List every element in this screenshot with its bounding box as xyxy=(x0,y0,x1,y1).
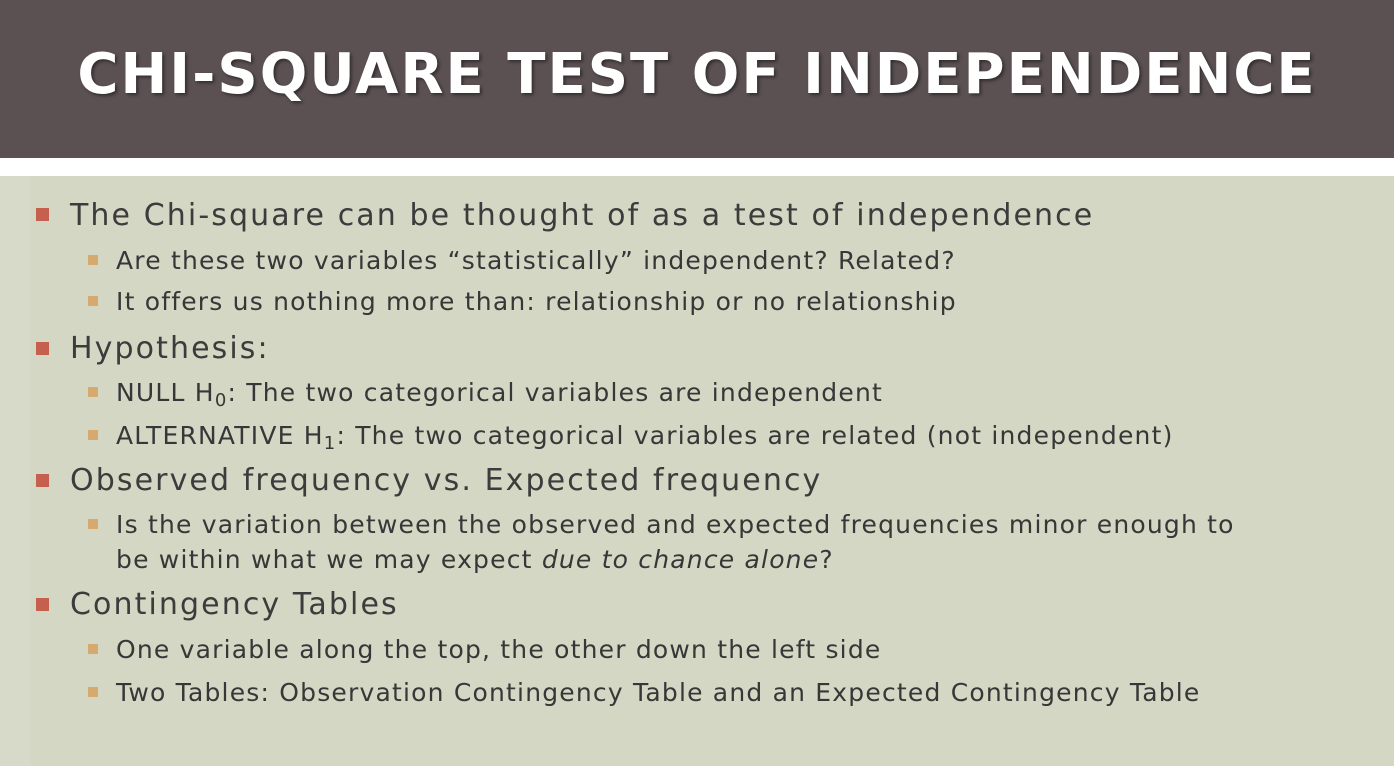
bullet-hypothesis: Hypothesis: xyxy=(70,331,270,366)
alternative-hypothesis-text: : The two categorical variables are rela… xyxy=(336,421,1174,450)
sub-bullet-two-tables: Two Tables: Observation Contingency Tabl… xyxy=(116,678,1201,707)
sub-bullet-square-icon xyxy=(88,687,98,697)
alternative-hypothesis-prefix: ALTERNATIVE H xyxy=(116,421,324,450)
sub-bullet-variation-line1: Is the variation between the observed an… xyxy=(116,510,1235,539)
sub-bullet-square-icon xyxy=(88,296,98,306)
bullet-square-icon xyxy=(36,208,49,221)
variation-line2-text: be within what we may expect xyxy=(116,545,542,574)
content-area xyxy=(0,176,1394,766)
sub-bullet-relationship: It offers us nothing more than: relation… xyxy=(116,287,957,316)
variation-italic-text: due to chance alone xyxy=(541,545,820,574)
sub-bullet-variation-line2: be within what we may expect due to chan… xyxy=(116,543,834,577)
slide-title: CHI-SQUARE TEST OF INDEPENDENCE xyxy=(77,42,1317,107)
sub-bullet-null-hypothesis: NULL H0: The two categorical variables a… xyxy=(116,376,883,410)
bullet-contingency-tables: Contingency Tables xyxy=(70,587,399,622)
sub-bullet-alternative-hypothesis: ALTERNATIVE H1: The two categorical vari… xyxy=(116,419,1174,453)
sub-bullet-square-icon xyxy=(88,255,98,265)
sub-bullet-square-icon xyxy=(88,430,98,440)
null-hypothesis-prefix: NULL H xyxy=(116,378,215,407)
content-left-edge xyxy=(0,176,30,766)
bullet-observed-vs-expected: Observed frequency vs. Expected frequenc… xyxy=(70,463,823,498)
sub-bullet-square-icon xyxy=(88,387,98,397)
sub-bullet-one-variable: One variable along the top, the other do… xyxy=(116,635,882,664)
sub-bullet-square-icon xyxy=(88,644,98,654)
sub-bullet-square-icon xyxy=(88,519,98,529)
alternative-hypothesis-subscript: 1 xyxy=(323,433,337,454)
bullet-independence: The Chi-square can be thought of as a te… xyxy=(70,198,1095,233)
sub-bullet-statistically-independent: Are these two variables “statistically” … xyxy=(116,246,956,275)
divider xyxy=(0,158,1394,176)
null-hypothesis-subscript: 0 xyxy=(214,390,228,411)
bullet-square-icon xyxy=(36,342,49,355)
null-hypothesis-text: : The two categorical variables are inde… xyxy=(227,378,884,407)
bullet-square-icon xyxy=(36,474,49,487)
bullet-square-icon xyxy=(36,598,49,611)
variation-line2-end: ? xyxy=(819,545,834,574)
title-bar: CHI-SQUARE TEST OF INDEPENDENCE xyxy=(0,0,1394,158)
